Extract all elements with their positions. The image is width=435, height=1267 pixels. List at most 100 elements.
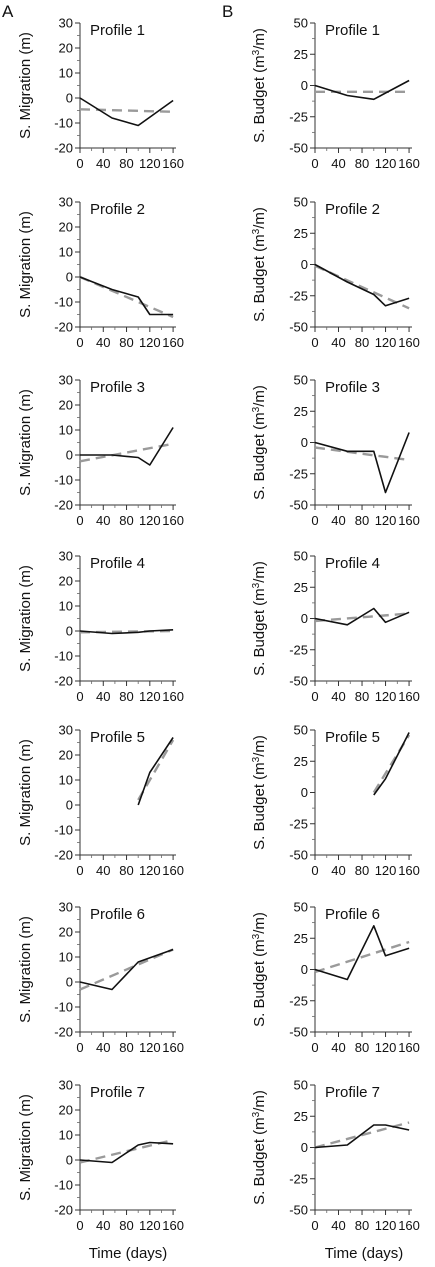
y-tick-label: 50 — [294, 549, 308, 564]
y-tick-label: -50 — [289, 1025, 308, 1040]
profile-title: Profile 6 — [325, 906, 380, 923]
panel-letter-b: B — [222, 2, 233, 21]
y-tick-label: -20 — [54, 1203, 73, 1218]
x-tick-label: 80 — [119, 1040, 133, 1055]
x-tick-label: 0 — [311, 156, 318, 171]
x-tick-label: 0 — [76, 863, 83, 878]
y-tick-label: -10 — [54, 116, 73, 131]
profile-title: Profile 2 — [325, 201, 380, 218]
y-axis-title: S. Migration (m) — [17, 916, 34, 1023]
x-tick-label: 80 — [119, 863, 133, 878]
y-tick-label: 20 — [59, 398, 73, 413]
trend-line — [79, 442, 174, 463]
trend-line — [79, 948, 174, 991]
x-tick-label: 120 — [375, 689, 397, 704]
x-tick-label: 80 — [355, 689, 369, 704]
profile-title: Profile 6 — [90, 906, 145, 923]
y-tick-label: -20 — [54, 848, 73, 863]
x-tick-label: 120 — [139, 863, 161, 878]
observed-line — [314, 263, 410, 307]
y-tick-label: 20 — [59, 748, 73, 763]
y-axis-title: S. Budget (m3/m) — [251, 561, 268, 676]
y-tick-label: 10 — [59, 245, 73, 260]
y-axis-title: S. Budget (m3/m) — [251, 28, 268, 143]
y-tick-label: -50 — [289, 320, 308, 335]
y-tick-label: -25 — [289, 466, 308, 481]
y-tick-label: -25 — [289, 288, 308, 303]
y-tick-label: -25 — [289, 642, 308, 657]
y-tick-label: 20 — [59, 1103, 73, 1118]
x-tick-label: 80 — [355, 335, 369, 350]
y-tick-label: 30 — [59, 195, 73, 210]
x-axis-title-b: Time (days) — [325, 1245, 404, 1262]
trend-line — [314, 612, 410, 623]
x-tick-label: 160 — [398, 863, 420, 878]
y-tick-label: 0 — [301, 1140, 308, 1155]
y-axis-title: S. Budget (m3/m) — [251, 912, 268, 1027]
profile-title: Profile 7 — [325, 1084, 380, 1101]
y-tick-label: -50 — [289, 141, 308, 156]
y-tick-label: -10 — [54, 1178, 73, 1193]
y-tick-label: 0 — [66, 798, 73, 813]
x-tick-label: 120 — [375, 1218, 397, 1233]
x-tick-label: 40 — [331, 689, 345, 704]
y-tick-label: 30 — [59, 549, 73, 564]
x-tick-label: 80 — [119, 689, 133, 704]
y-tick-label: -25 — [289, 1171, 308, 1186]
x-tick-label: 160 — [398, 335, 420, 350]
x-tick-label: 0 — [76, 513, 83, 528]
y-tick-label: -10 — [54, 473, 73, 488]
y-tick-label: -50 — [289, 674, 308, 689]
y-tick-label: 20 — [59, 220, 73, 235]
y-tick-label: 50 — [294, 16, 308, 31]
y-tick-label: 25 — [294, 47, 308, 62]
y-tick-label: -20 — [54, 141, 73, 156]
x-tick-label: 160 — [162, 689, 184, 704]
panel-letter-a: A — [2, 2, 14, 21]
x-tick-label: 120 — [139, 1040, 161, 1055]
x-axis-title-a: Time (days) — [89, 1245, 168, 1262]
x-tick-label: 120 — [375, 156, 397, 171]
y-tick-label: 0 — [66, 975, 73, 990]
y-tick-label: 20 — [59, 574, 73, 589]
y-tick-label: 30 — [59, 16, 73, 31]
y-tick-label: 50 — [294, 373, 308, 388]
x-tick-label: 160 — [398, 689, 420, 704]
y-tick-label: 0 — [66, 624, 73, 639]
observed-line — [314, 607, 410, 626]
y-tick-label: -25 — [289, 109, 308, 124]
x-tick-label: 120 — [375, 335, 397, 350]
y-tick-label: -25 — [289, 816, 308, 831]
x-tick-label: 160 — [398, 1218, 420, 1233]
y-tick-label: 0 — [66, 448, 73, 463]
profile-title: Profile 3 — [325, 379, 380, 396]
y-axis-title: S. Migration (m) — [17, 211, 34, 318]
x-tick-label: 0 — [76, 689, 83, 704]
x-tick-label: 0 — [311, 335, 318, 350]
y-tick-label: -10 — [54, 823, 73, 838]
x-tick-label: 80 — [355, 156, 369, 171]
y-tick-label: 0 — [301, 435, 308, 450]
y-tick-label: 50 — [294, 900, 308, 915]
x-tick-label: 80 — [355, 1218, 369, 1233]
x-tick-label: 160 — [398, 156, 420, 171]
x-tick-label: 40 — [331, 156, 345, 171]
trend-line — [314, 940, 410, 974]
trend-line — [314, 446, 410, 462]
x-tick-label: 40 — [331, 863, 345, 878]
observed-line — [79, 276, 174, 316]
y-tick-label: -10 — [54, 1000, 73, 1015]
x-tick-label: 0 — [311, 1218, 318, 1233]
y-tick-label: -20 — [54, 320, 73, 335]
y-tick-label: 10 — [59, 950, 73, 965]
y-tick-label: 50 — [294, 1078, 308, 1093]
x-tick-label: 160 — [162, 1218, 184, 1233]
